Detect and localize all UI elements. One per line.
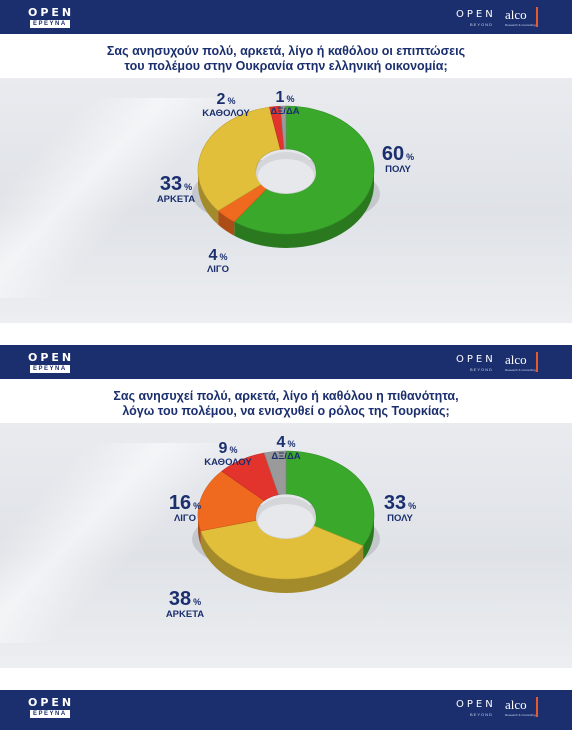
slice-ΛΙΓΟ <box>197 470 265 532</box>
slice-label-ΔΞ/ΔΑ: 4 %ΔΞ/ΔΑ <box>271 434 300 462</box>
beyond-text: BEYOND <box>470 22 493 27</box>
data-label-value: 2% <box>217 91 236 108</box>
donut-chart: 60 %ΠΟΛΥ 4 %ΛΙΓΟ 33 %ΑΡΚΕΤΑ 2 %ΚΑΘΟΛΟΥ 1 %ΔΞ/ΔΑ <box>157 89 414 275</box>
data-label-value: 38% <box>169 588 201 610</box>
data-label-category: ΛΙΓΟ <box>207 264 229 275</box>
open-beyond-logo: OPEN <box>456 9 496 20</box>
data-label-category: ΔΞ/ΔΑ <box>271 451 300 462</box>
slice-label-ΑΡΚΕΤΑ: 38 %ΑΡΚΕΤΑ <box>166 588 204 620</box>
slice-label-ΛΙΓΟ: 16 %ΛΙΓΟ <box>169 492 201 524</box>
alco-logo: alco <box>505 352 527 367</box>
data-label-category: ΠΟΛΥ <box>385 164 411 175</box>
slice-ΠΟΛΥ <box>285 450 375 547</box>
chart-title: Σας ανησυχούν πολύ, αρκετά, λίγο ή καθόλ… <box>0 44 572 74</box>
chart-title-line-1: Σας ανησυχούν πολύ, αρκετά, λίγο ή καθόλ… <box>106 44 466 58</box>
alco-subtitle: Research & Consulting <box>505 368 536 372</box>
open-logo-subtitle: ΕΡΕΥΝΑ <box>30 710 70 718</box>
data-label-value: 60% <box>382 143 414 165</box>
slice-label-ΠΟΛΥ: 60 %ΠΟΛΥ <box>382 143 414 175</box>
slice-label-ΛΙΓΟ: 4 %ΛΙΓΟ <box>207 247 229 275</box>
slice-ΔΞ/ΔΑ <box>280 105 287 150</box>
data-label-value: 33% <box>160 173 192 195</box>
slice-side-ΛΙΓΟ <box>218 210 235 236</box>
slice-side-ΛΙΓΟ <box>198 515 201 545</box>
data-label-category: ΚΑΘΟΛΟΥ <box>202 108 250 119</box>
data-label-value: 4% <box>277 434 296 451</box>
alco-logo: alco <box>505 7 527 22</box>
open-logo: OPEN <box>28 351 75 364</box>
alco-accent-bar <box>536 352 538 372</box>
slice-label-ΠΟΛΥ: 33 %ΠΟΛΥ <box>384 492 416 524</box>
data-label-value: 4% <box>209 247 228 264</box>
chart-title-line-2: λόγω του πολέμου, να ενισχυθεί ο ρόλος τ… <box>122 404 450 418</box>
chart-title-line-1: Σας ανησυχεί πολύ, αρκετά, λίγο ή καθόλο… <box>113 389 459 403</box>
alco-subtitle: Research & Consulting <box>505 713 536 717</box>
header-bar: OPEN ΕΡΕΥΝΑ OPEN BEYOND alco Research & … <box>0 0 572 34</box>
slice-ΠΟΛΥ <box>233 105 375 235</box>
data-label-value: 33% <box>384 492 416 514</box>
poll-panel-1: OPEN ΕΡΕΥΝΑ OPEN BEYOND alco Research & … <box>0 0 572 330</box>
alco-subtitle: Research & Consulting <box>505 23 536 27</box>
beyond-text: BEYOND <box>470 367 493 372</box>
chart-title: Σας ανησυχεί πολύ, αρκετά, λίγο ή καθόλο… <box>0 389 572 419</box>
header-bar: OPEN ΕΡΕΥΝΑ OPEN BEYOND alco Research & … <box>0 345 572 379</box>
beyond-text: BEYOND <box>470 712 493 717</box>
header-bar: OPEN ΕΡΕΥΝΑ OPEN BEYOND alco Research & … <box>0 690 572 730</box>
slice-label-ΚΑΘΟΛΟΥ: 9 %ΚΑΘΟΛΟΥ <box>204 440 252 468</box>
open-logo-subtitle: ΕΡΕΥΝΑ <box>30 20 70 28</box>
slice-side-ΑΡΚΕΤΑ <box>198 170 219 225</box>
data-label-category: ΠΟΛΥ <box>387 513 413 524</box>
data-label-value: 9% <box>219 440 238 457</box>
chart-area: 33% ΠΟΛΥ 38% ΑΡΚΕΤΑ 16% ΛΙΓΟ 9% ΚΑΘΟΛΟΥ 4% ΔΞ/ΔΑ <box>0 423 572 668</box>
data-label-value: 16% <box>169 492 201 514</box>
data-label-category: ΚΑΘΟΛΟΥ <box>204 457 252 468</box>
chart-area: 60% ΠΟΛΥ 4% ΛΙΓΟ 33% ΑΡΚΕΤΑ 2% ΚΑΘΟΛΟΥ 1% ΔΞ/ΔΑ <box>0 78 572 323</box>
alco-logo: alco <box>505 697 527 712</box>
data-label-category: ΑΡΚΕΤΑ <box>166 609 204 620</box>
alco-accent-bar <box>536 697 538 717</box>
chart-title-line-2: του πολέμου στην Ουκρανία στην ελληνική … <box>124 59 448 73</box>
data-label-category: ΛΙΓΟ <box>174 513 196 524</box>
open-logo: OPEN <box>28 696 75 709</box>
slice-side-ΑΡΚΕΤΑ <box>200 530 364 593</box>
slice-ΑΡΚΕΤΑ <box>197 106 281 212</box>
poll-panel-2: OPEN ΕΡΕΥΝΑ OPEN BEYOND alco Research & … <box>0 345 572 675</box>
donut-hole-floor <box>258 159 314 193</box>
slice-side-ΠΟΛΥ <box>234 170 374 248</box>
poll-panel-3: OPEN ΕΡΕΥΝΑ OPEN BEYOND alco Research & … <box>0 690 572 730</box>
slice-label-ΔΞ/ΔΑ: 1 %ΔΞ/ΔΑ <box>270 89 299 117</box>
alco-accent-bar <box>536 7 538 27</box>
open-logo: OPEN <box>28 6 75 19</box>
data-label-category: ΔΞ/ΔΑ <box>270 106 299 117</box>
data-label-category: ΑΡΚΕΤΑ <box>157 194 195 205</box>
open-beyond-logo: OPEN <box>456 354 496 365</box>
donut-hole-floor <box>258 504 314 538</box>
slice-ΔΞ/ΔΑ <box>263 450 287 496</box>
slice-label-ΚΑΘΟΛΟΥ: 2 %ΚΑΘΟΛΟΥ <box>202 91 250 119</box>
open-beyond-logo: OPEN <box>456 699 496 710</box>
data-label-value: 1% <box>276 89 295 106</box>
slice-label-ΑΡΚΕΤΑ: 33 %ΑΡΚΕΤΑ <box>157 173 195 205</box>
open-logo-subtitle: ΕΡΕΥΝΑ <box>30 365 70 373</box>
